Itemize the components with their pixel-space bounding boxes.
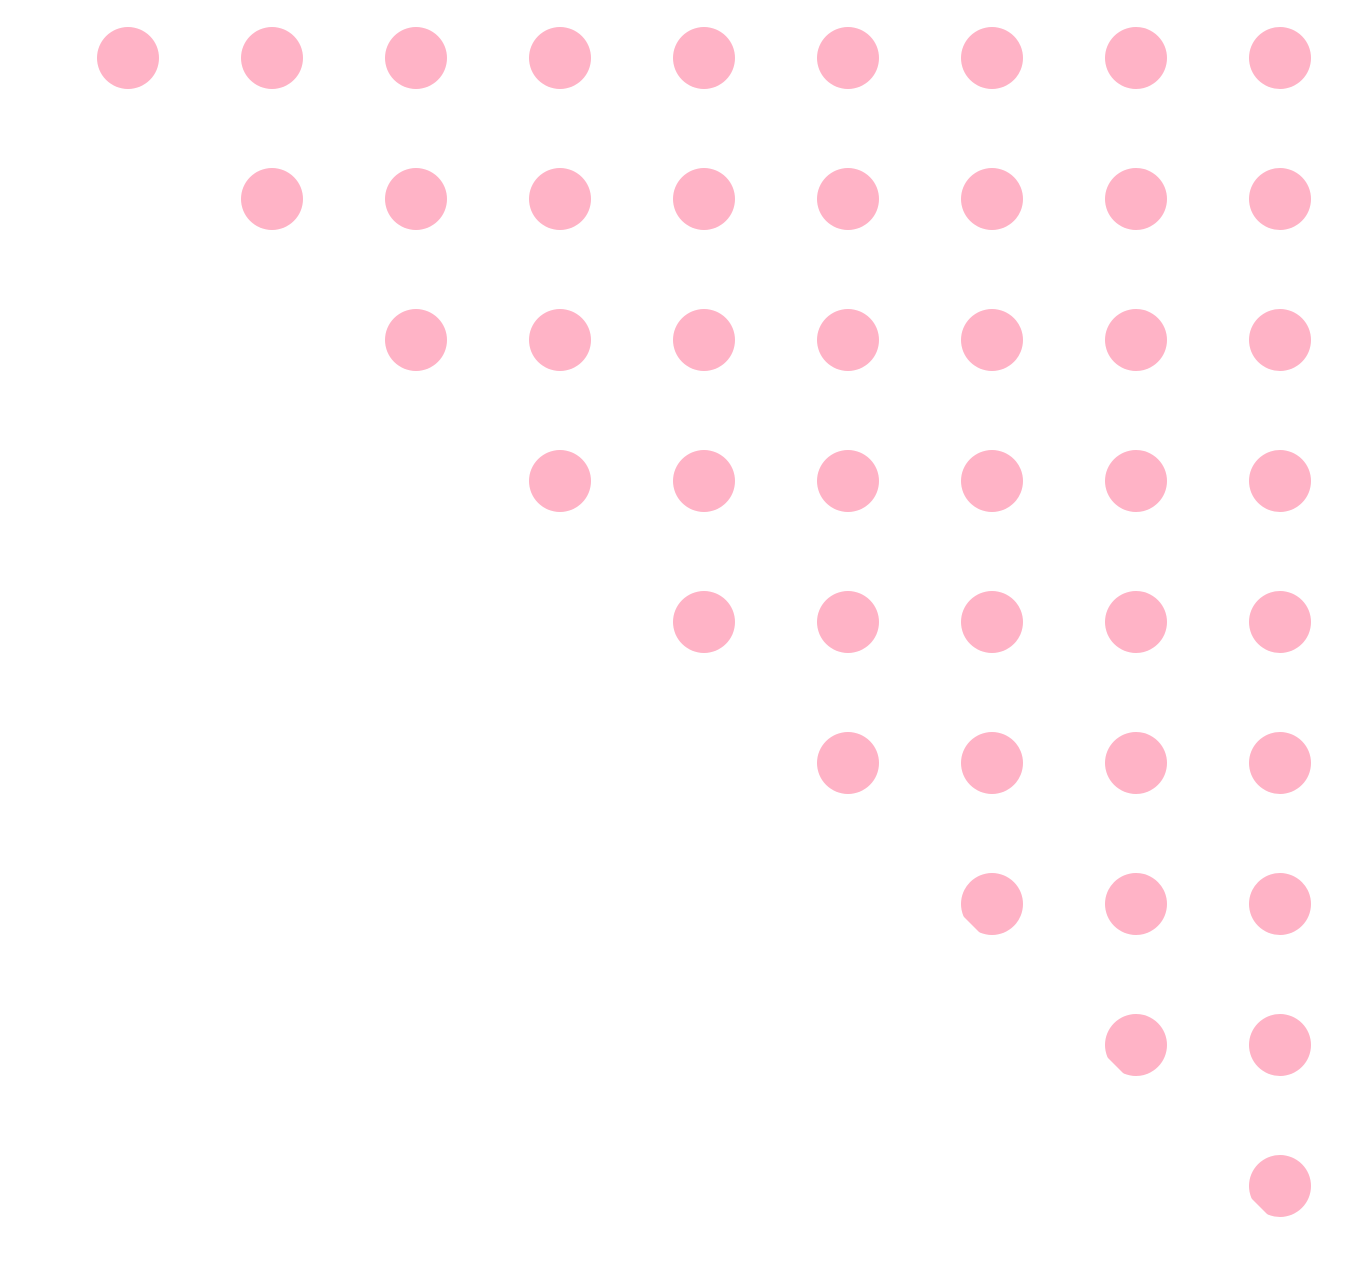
dot [385,27,447,89]
dot [673,450,735,512]
dot [1249,1014,1311,1076]
dot [817,732,879,794]
dot [529,27,591,89]
dot [529,168,591,230]
clipped-dot [1249,1155,1311,1217]
dot [1105,873,1167,935]
dot [1249,591,1311,653]
dot [529,309,591,371]
dot [241,168,303,230]
dot [1105,168,1167,230]
dot [817,27,879,89]
dot [1105,732,1167,794]
dot [241,27,303,89]
dot [1249,309,1311,371]
dot [817,309,879,371]
dot [961,309,1023,371]
dot [817,168,879,230]
dot [673,591,735,653]
dot [385,168,447,230]
dot [1249,168,1311,230]
dot [1249,873,1311,935]
dot [1249,732,1311,794]
dot [1105,309,1167,371]
dot [1249,27,1311,89]
dot [97,27,159,89]
dot [673,27,735,89]
dot [817,450,879,512]
clipped-dot [961,873,1023,935]
dot [961,168,1023,230]
dot [817,591,879,653]
dot [961,591,1023,653]
dot [1105,450,1167,512]
dot [961,732,1023,794]
dot [385,309,447,371]
clipped-dot [1105,1014,1167,1076]
dot [1105,591,1167,653]
dot [673,309,735,371]
dot [961,450,1023,512]
dot [529,450,591,512]
dot [673,168,735,230]
dot [1249,450,1311,512]
dot [1105,27,1167,89]
dot [961,27,1023,89]
